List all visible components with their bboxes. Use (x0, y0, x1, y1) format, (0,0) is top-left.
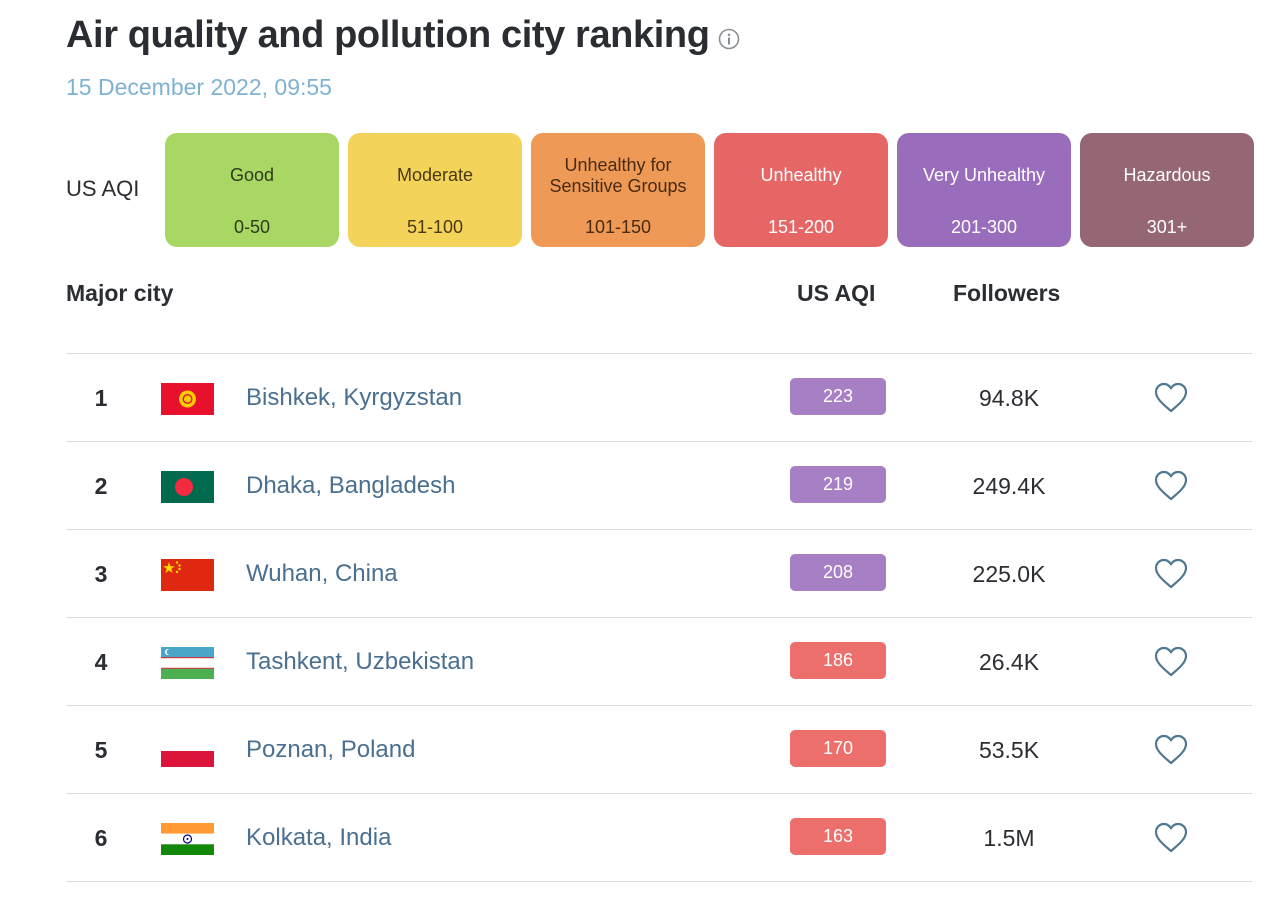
city-link[interactable]: Dhaka, Bangladesh (246, 472, 456, 499)
legend-moderate: Moderate 51-100 (348, 133, 522, 247)
legend-good: Good 0-50 (165, 133, 339, 247)
legend-level-name: Unhealthy (760, 165, 842, 185)
legend-unhealthy: Unhealthy 151-200 (714, 133, 888, 247)
china-flag (161, 559, 214, 591)
followers-count: 225.0K (972, 561, 1046, 587)
heart-icon[interactable] (1154, 734, 1188, 766)
rank-number: 3 (94, 561, 108, 587)
table-row: 6 Kolkata, India 163 1.5M (66, 794, 1252, 882)
rank-number: 4 (94, 649, 108, 675)
poland-flag (161, 735, 214, 767)
table-row: 5 Poznan, Poland 170 53.5K (66, 706, 1252, 794)
column-header-city: Major city (66, 280, 174, 306)
ranking-table: 1 Bishkek, Kyrgyzstan 223 94.8K 2 Dhaka,… (66, 353, 1252, 882)
heart-icon[interactable] (1154, 470, 1188, 502)
legend-label: US AQI (66, 176, 140, 201)
legend-level-name: Good (229, 165, 275, 185)
city-link[interactable]: Poznan, Poland (246, 736, 416, 763)
table-row: 2 Dhaka, Bangladesh 219 249.4K (66, 442, 1252, 530)
followers-count: 1.5M (983, 825, 1035, 851)
rank-number: 6 (94, 825, 108, 851)
rank-number: 2 (94, 473, 108, 499)
city-link[interactable]: Bishkek, Kyrgyzstan (246, 384, 463, 411)
legend-level-range: 201-300 (950, 217, 1018, 237)
rank-number: 1 (94, 385, 108, 411)
heart-icon[interactable] (1154, 382, 1188, 414)
heart-icon[interactable] (1154, 558, 1188, 590)
followers-count: 94.8K (978, 385, 1040, 411)
legend-level-name: Unhealthy for Sensitive Groups (549, 154, 687, 196)
legend-level-range: 151-200 (767, 217, 835, 237)
legend-level-name: Moderate (396, 165, 474, 185)
legend-level-name: Very Unhealthy (922, 165, 1046, 185)
table-row: 3 Wuhan, China 208 225.0K (66, 530, 1252, 618)
legend-hazardous: Hazardous 301+ (1080, 133, 1254, 247)
aqi-badge: 223 (790, 378, 886, 415)
aqi-legend: Good 0-50 Moderate 51-100 Unhealthy for … (165, 133, 1254, 247)
city-link[interactable]: Wuhan, China (246, 560, 398, 587)
info-icon[interactable] (718, 28, 740, 50)
aqi-badge: 170 (790, 730, 886, 767)
india-flag (161, 823, 214, 855)
followers-count: 53.5K (978, 737, 1040, 763)
page-title: Air quality and pollution city ranking (66, 14, 710, 56)
heart-icon[interactable] (1154, 822, 1188, 854)
legend-level-name: Hazardous (1123, 165, 1211, 185)
table-row: 1 Bishkek, Kyrgyzstan 223 94.8K (66, 354, 1252, 442)
legend-unhealthy-sensitive: Unhealthy for Sensitive Groups 101-150 (531, 133, 705, 247)
uzbekistan-flag (161, 647, 214, 679)
rank-number: 5 (94, 737, 108, 763)
followers-count: 26.4K (978, 649, 1040, 675)
column-header-aqi: US AQI (797, 280, 876, 306)
table-row: 4 Tashkent, Uzbekistan 186 26.4K (66, 618, 1252, 706)
bangladesh-flag (161, 471, 214, 503)
legend-level-range: 101-150 (584, 217, 652, 237)
city-link[interactable]: Tashkent, Uzbekistan (246, 648, 475, 675)
aqi-badge: 186 (790, 642, 886, 679)
aqi-badge: 219 (790, 466, 886, 503)
kyrgyzstan-flag (161, 383, 214, 415)
legend-level-range: 51-100 (406, 217, 464, 237)
city-link[interactable]: Kolkata, India (246, 824, 392, 851)
legend-very-unhealthy: Very Unhealthy 201-300 (897, 133, 1071, 247)
legend-level-range: 301+ (1146, 217, 1188, 237)
timestamp: 15 December 2022, 09:55 (66, 74, 332, 100)
heart-icon[interactable] (1154, 646, 1188, 678)
aqi-badge: 208 (790, 554, 886, 591)
legend-level-range: 0-50 (233, 217, 271, 237)
followers-count: 249.4K (972, 473, 1046, 499)
title-row: Air quality and pollution city ranking (66, 14, 740, 57)
column-header-followers: Followers (953, 280, 1061, 306)
aqi-badge: 163 (790, 818, 886, 855)
